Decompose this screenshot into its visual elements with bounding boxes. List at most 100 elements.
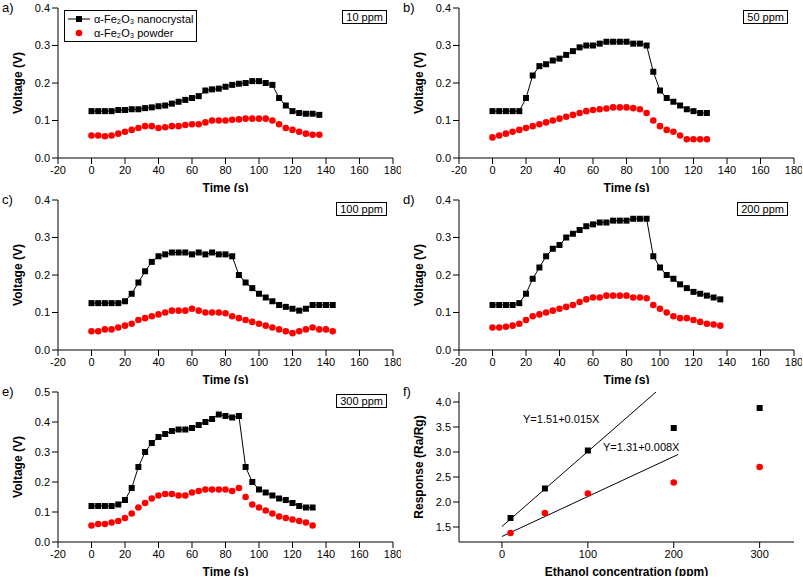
svg-text:0.2: 0.2 <box>436 269 451 281</box>
svg-text:0.3: 0.3 <box>35 231 50 243</box>
svg-text:Time (s): Time (s) <box>604 181 650 192</box>
svg-text:80: 80 <box>219 164 231 176</box>
svg-text:200: 200 <box>665 548 683 560</box>
svg-text:60: 60 <box>587 356 599 368</box>
svg-text:160: 160 <box>350 164 368 176</box>
svg-text:4.0: 4.0 <box>436 396 451 408</box>
svg-text:0.4: 0.4 <box>35 416 50 428</box>
svg-text:100: 100 <box>651 164 669 176</box>
svg-text:80: 80 <box>219 548 231 560</box>
svg-text:0: 0 <box>489 356 495 368</box>
svg-text:20: 20 <box>520 356 532 368</box>
svg-text:0.2: 0.2 <box>35 269 50 281</box>
svg-text:Voltage (V): Voltage (V) <box>11 436 25 498</box>
svg-text:160: 160 <box>751 356 769 368</box>
svg-text:0.0: 0.0 <box>436 152 451 164</box>
svg-text:60: 60 <box>186 164 198 176</box>
svg-text:2.0: 2.0 <box>436 496 451 508</box>
svg-text:Time (s): Time (s) <box>203 181 249 192</box>
svg-text:-20: -20 <box>451 164 467 176</box>
svg-text:160: 160 <box>350 548 368 560</box>
svg-text:Voltage (V): Voltage (V) <box>412 52 426 114</box>
svg-text:2.5: 2.5 <box>436 471 451 483</box>
svg-text:0.0: 0.0 <box>436 344 451 356</box>
svg-text:0: 0 <box>88 356 94 368</box>
svg-text:0.1: 0.1 <box>436 114 451 126</box>
svg-text:120: 120 <box>684 356 702 368</box>
svg-text:0.1: 0.1 <box>35 506 50 518</box>
svg-text:180: 180 <box>785 356 795 368</box>
svg-text:60: 60 <box>186 356 198 368</box>
svg-text:60: 60 <box>186 548 198 560</box>
svg-text:20: 20 <box>119 548 131 560</box>
svg-text:-20: -20 <box>451 356 467 368</box>
svg-text:180: 180 <box>384 164 401 176</box>
svg-text:40: 40 <box>152 356 164 368</box>
svg-text:20: 20 <box>119 356 131 368</box>
svg-text:0.1: 0.1 <box>35 306 50 318</box>
svg-text:140: 140 <box>317 164 335 176</box>
svg-text:0.2: 0.2 <box>436 77 451 89</box>
svg-text:140: 140 <box>718 164 736 176</box>
svg-text:100: 100 <box>250 548 268 560</box>
svg-text:0.2: 0.2 <box>35 476 50 488</box>
svg-text:0.3: 0.3 <box>35 446 50 458</box>
svg-text:0: 0 <box>88 548 94 560</box>
svg-text:100: 100 <box>579 548 597 560</box>
svg-text:0.0: 0.0 <box>35 536 50 548</box>
svg-text:160: 160 <box>350 356 368 368</box>
svg-text:Voltage (V): Voltage (V) <box>11 52 25 114</box>
svg-text:40: 40 <box>152 164 164 176</box>
svg-text:0: 0 <box>88 164 94 176</box>
svg-text:0.4: 0.4 <box>436 2 451 14</box>
svg-text:0.1: 0.1 <box>436 306 451 318</box>
svg-text:Time (s): Time (s) <box>203 565 249 576</box>
svg-text:60: 60 <box>587 164 599 176</box>
svg-text:Ethanol concentration (ppm): Ethanol concentration (ppm) <box>545 565 708 576</box>
svg-text:160: 160 <box>751 164 769 176</box>
svg-text:80: 80 <box>620 164 632 176</box>
svg-text:140: 140 <box>317 356 335 368</box>
svg-text:0.5: 0.5 <box>35 386 50 398</box>
svg-text:-20: -20 <box>50 356 66 368</box>
svg-text:-20: -20 <box>50 548 66 560</box>
svg-text:100: 100 <box>250 356 268 368</box>
svg-text:100: 100 <box>651 356 669 368</box>
svg-text:0.4: 0.4 <box>35 2 50 14</box>
svg-text:0: 0 <box>499 548 505 560</box>
svg-text:Time (s): Time (s) <box>604 373 650 384</box>
svg-text:300: 300 <box>750 548 768 560</box>
svg-text:Voltage (V): Voltage (V) <box>412 244 426 306</box>
svg-text:0.2: 0.2 <box>35 77 50 89</box>
svg-text:180: 180 <box>785 164 795 176</box>
svg-text:Response (Ra/Rg): Response (Ra/Rg) <box>412 415 426 518</box>
svg-text:3.5: 3.5 <box>436 421 451 433</box>
svg-text:0.3: 0.3 <box>35 39 50 51</box>
svg-text:0.3: 0.3 <box>436 231 451 243</box>
svg-text:100: 100 <box>250 164 268 176</box>
svg-text:0.0: 0.0 <box>35 152 50 164</box>
svg-text:Voltage (V): Voltage (V) <box>11 244 25 306</box>
svg-text:20: 20 <box>520 164 532 176</box>
svg-text:3.0: 3.0 <box>436 446 451 458</box>
svg-text:0.1: 0.1 <box>35 114 50 126</box>
svg-text:80: 80 <box>219 356 231 368</box>
svg-text:0.4: 0.4 <box>35 194 50 206</box>
svg-text:140: 140 <box>317 548 335 560</box>
svg-text:0.4: 0.4 <box>436 194 451 206</box>
svg-text:140: 140 <box>718 356 736 368</box>
svg-text:180: 180 <box>384 356 401 368</box>
svg-text:1.5: 1.5 <box>436 521 451 533</box>
svg-text:120: 120 <box>283 548 301 560</box>
svg-text:0.0: 0.0 <box>35 344 50 356</box>
svg-text:20: 20 <box>119 164 131 176</box>
svg-text:0.3: 0.3 <box>436 39 451 51</box>
svg-text:40: 40 <box>152 548 164 560</box>
svg-text:0: 0 <box>489 164 495 176</box>
svg-text:120: 120 <box>283 356 301 368</box>
svg-text:-20: -20 <box>50 164 66 176</box>
svg-text:120: 120 <box>684 164 702 176</box>
svg-text:80: 80 <box>620 356 632 368</box>
svg-text:40: 40 <box>553 164 565 176</box>
svg-text:Time (s): Time (s) <box>203 373 249 384</box>
